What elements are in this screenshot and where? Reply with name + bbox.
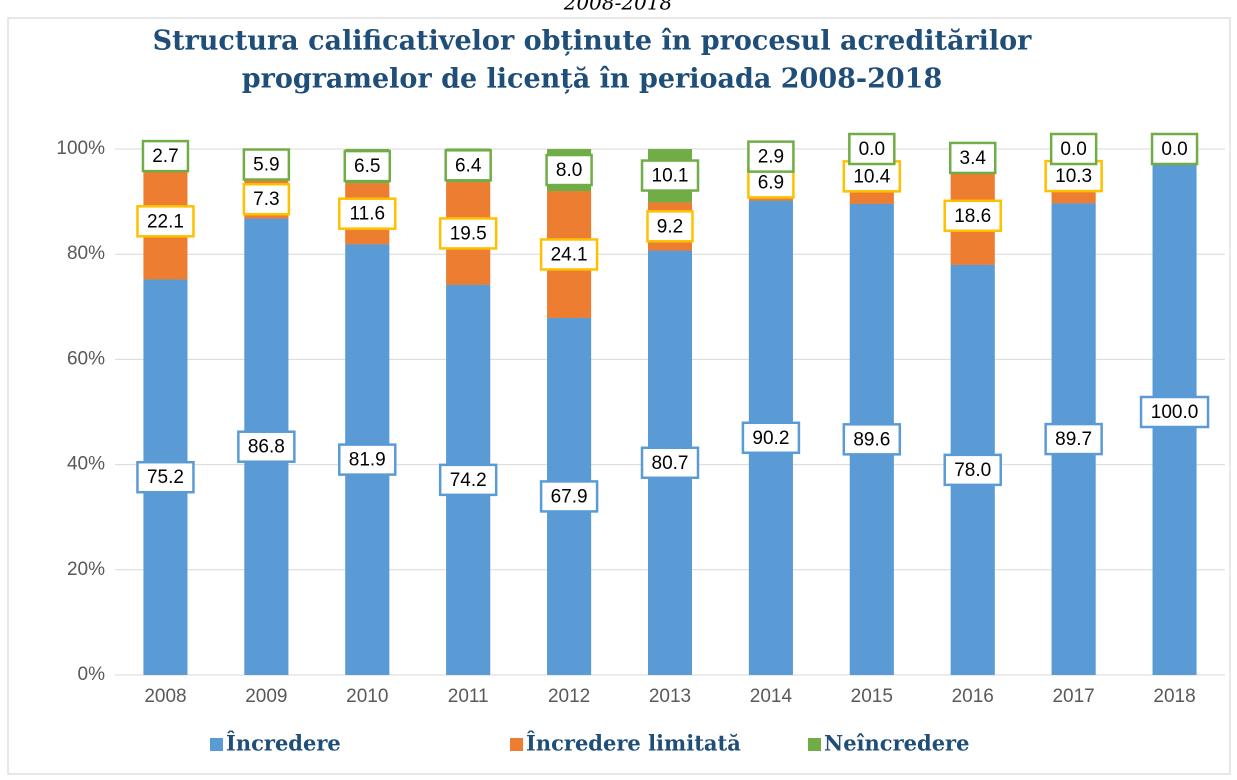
data-label-box — [842, 160, 902, 193]
data-label-box — [1150, 132, 1199, 166]
y-tick-label: 40% — [67, 454, 105, 475]
data-label: 6.5 — [354, 156, 380, 177]
x-tick-label: 2014 — [750, 686, 793, 707]
data-label-box — [438, 463, 498, 497]
data-label-box — [136, 460, 195, 494]
data-label-box — [343, 149, 392, 183]
legend-swatch — [808, 738, 821, 751]
x-tick-label: 2011 — [448, 686, 489, 707]
data-label-box — [747, 140, 795, 173]
data-label: 78.0 — [954, 460, 991, 481]
data-label: 22.1 — [147, 211, 184, 232]
data-label: 8.0 — [556, 160, 582, 181]
data-label-box — [136, 205, 195, 238]
data-label: 7.3 — [253, 189, 279, 210]
legend-label: Încredere — [226, 731, 341, 756]
data-label-box — [741, 421, 801, 455]
data-label: 9.2 — [657, 216, 683, 237]
data-label: 11.6 — [349, 204, 385, 225]
data-label: 18.6 — [954, 206, 991, 227]
data-label: 2.9 — [758, 147, 784, 168]
chart-border — [7, 17, 1231, 775]
data-label-box — [338, 197, 397, 230]
data-label: 67.9 — [551, 486, 588, 507]
x-tick-label: 2013 — [649, 686, 691, 707]
data-label: 3.4 — [960, 148, 987, 169]
data-label-box — [1044, 422, 1103, 456]
data-label: 86.8 — [248, 437, 285, 458]
x-tick-label: 2017 — [1052, 686, 1094, 707]
data-label: 80.7 — [652, 453, 689, 474]
data-label-box — [640, 446, 700, 480]
data-label: 19.5 — [450, 223, 487, 244]
y-tick-label: 80% — [67, 243, 105, 264]
data-label-box — [646, 210, 694, 243]
x-tick-label: 2010 — [346, 686, 388, 707]
y-tick-label: 60% — [67, 348, 105, 369]
data-label-box — [242, 148, 291, 181]
data-label: 90.2 — [752, 428, 789, 449]
data-label: 89.7 — [1055, 429, 1092, 450]
x-tick-label: 2018 — [1153, 686, 1195, 707]
x-tick-label: 2012 — [548, 686, 590, 707]
data-label: 0.0 — [1060, 139, 1086, 160]
data-label: 6.9 — [758, 172, 784, 193]
data-label-box — [242, 182, 291, 216]
data-label-box — [141, 139, 190, 173]
data-label-box — [848, 132, 896, 166]
x-tick-label: 2009 — [245, 686, 287, 707]
data-label-box — [1049, 132, 1098, 166]
chart-title: programelor de licență în perioada 2008-… — [242, 64, 943, 95]
y-tick-label: 100% — [56, 138, 105, 159]
data-label: 5.9 — [253, 155, 279, 176]
data-label: 10.1 — [652, 166, 689, 187]
data-label: 10.4 — [853, 166, 890, 187]
data-label-box — [438, 217, 498, 250]
data-label-box — [842, 423, 902, 456]
legend-label: Neîncredere — [824, 731, 969, 756]
data-label: 89.6 — [853, 429, 890, 450]
data-label-box — [943, 199, 1002, 233]
data-label-box — [943, 453, 1002, 487]
data-label: 24.1 — [551, 244, 588, 265]
y-tick-label: 20% — [67, 559, 105, 580]
top-caption: 2008-2018 — [563, 0, 673, 15]
y-tick-label: 0% — [78, 664, 106, 685]
data-label: 75.2 — [147, 467, 184, 488]
data-label: 10.3 — [1055, 166, 1092, 187]
data-label: 0.0 — [1161, 139, 1187, 160]
data-label-box — [545, 153, 593, 187]
data-label-box — [640, 159, 700, 192]
data-label: 2.7 — [152, 146, 178, 167]
data-label-box — [338, 443, 397, 476]
data-label-box — [1139, 395, 1210, 429]
data-label: 0.0 — [859, 139, 885, 160]
legend-swatch — [210, 738, 223, 751]
data-label-box — [539, 480, 599, 513]
x-tick-label: 2008 — [144, 686, 186, 707]
data-label: 6.4 — [455, 155, 482, 176]
data-label-box — [948, 141, 997, 175]
chart-title: Structura calificativelor obținute în pr… — [153, 26, 1033, 57]
data-label-box — [1044, 159, 1103, 193]
legend-swatch — [510, 738, 523, 751]
data-label: 100.0 — [1151, 402, 1199, 423]
data-label: 74.2 — [450, 470, 487, 491]
data-label: 81.9 — [349, 450, 386, 471]
legend-label: Încredere limitată — [526, 731, 741, 756]
x-tick-label: 2015 — [851, 686, 893, 707]
data-label-box — [444, 149, 492, 182]
x-tick-label: 2016 — [952, 686, 994, 707]
data-label-box — [237, 430, 296, 463]
data-label-box — [539, 238, 599, 271]
